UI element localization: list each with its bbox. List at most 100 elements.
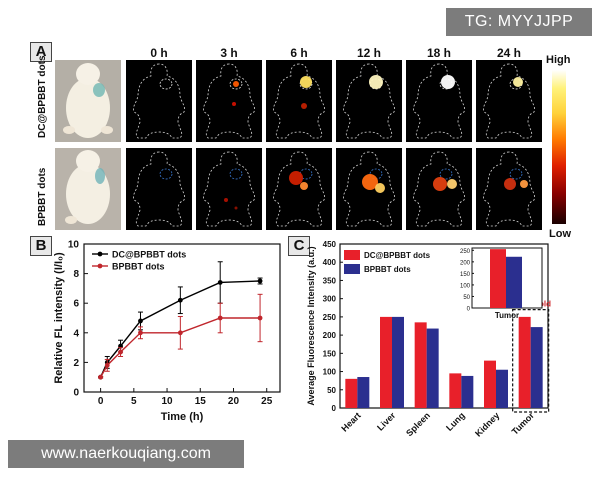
- x-tick-label: Heart: [339, 410, 362, 433]
- row-label-dc: DC@BPBBT dots: [37, 55, 48, 138]
- fl-image-r1-c2: [266, 148, 332, 230]
- x-tick-label: Kidney: [473, 410, 501, 438]
- inset-bar-1: [506, 256, 522, 308]
- panel-b-label: B: [30, 236, 52, 256]
- time-label-2: 6 h: [290, 46, 308, 60]
- data-point: [98, 374, 104, 380]
- y-tick-label: 10: [68, 240, 80, 251]
- bar-lung-1: [461, 375, 474, 408]
- x-tick-label: Spleen: [404, 410, 432, 438]
- data-point: [104, 362, 110, 368]
- line-chart: 0 2 4 6 8 10 0 5 10 15 20 25 Time (h) Relative FL int…: [53, 240, 281, 423]
- bar-heart-1: [357, 377, 370, 408]
- data-point: [118, 349, 123, 355]
- legend-label-0: DC@BPBBT dots: [364, 251, 431, 260]
- fl-image-r1-c1: [196, 148, 262, 230]
- y-tick-label: 350: [323, 276, 337, 285]
- fl-image-r0-c5: [476, 60, 542, 142]
- inset-y-tick-label: 100: [460, 283, 471, 289]
- bar-kidney-1: [496, 369, 508, 408]
- y-tick-label: 150: [323, 349, 337, 358]
- inset-y-tick-label: 0: [467, 307, 471, 313]
- y-tick-label: 2: [73, 358, 79, 369]
- y-tick-label: 50: [327, 386, 336, 395]
- fl-image-r0-c1: [196, 60, 262, 142]
- y-tick-label: 0: [73, 388, 79, 399]
- bar-liver-1: [392, 316, 404, 408]
- watermark-top: TG: MYYJJPP: [446, 8, 592, 36]
- row-label-bpbbt: BPBBT dots: [37, 167, 48, 226]
- time-label-0: 0 h: [150, 46, 168, 60]
- plot-frame: [339, 243, 549, 409]
- legend-label-1: BPBBT dots: [364, 265, 411, 274]
- data-point: [138, 318, 143, 324]
- y-tick-label: 450: [323, 240, 337, 249]
- inset-y-tick-label: 50: [463, 295, 470, 301]
- x-tick-label: 0: [98, 396, 104, 407]
- fl-image-r1-c4: [406, 148, 472, 230]
- y-tick-label: 100: [323, 368, 337, 377]
- legend-swatch-1: [344, 264, 360, 274]
- y-tick-label: 0: [332, 404, 337, 413]
- fl-image-r1-c3: [336, 148, 402, 230]
- fl-image-r0-c4: [406, 60, 472, 142]
- time-label-4: 18 h: [426, 46, 451, 60]
- fl-image-r0-c2: [266, 60, 332, 142]
- legend-marker-0: [97, 251, 103, 257]
- bar-liver-0: [380, 316, 392, 408]
- y-axis-label: Relative FL intensity (I/I₀): [53, 252, 65, 384]
- y-tick-label: 8: [73, 269, 79, 280]
- inset-y-tick-label: 250: [460, 249, 471, 255]
- bar-kidney-0: [484, 360, 496, 408]
- fl-image-r1-c0: [126, 148, 192, 230]
- y-axis-label: Average Fluorescence Intensity (a.u.): [306, 246, 316, 405]
- bar-lung-0: [449, 373, 462, 408]
- inset-y-tick-label: 150: [460, 272, 471, 278]
- bar-spleen-1: [426, 328, 439, 408]
- fl-image-r0-c0: [126, 60, 192, 142]
- data-point: [177, 330, 183, 336]
- legend-swatch-0: [344, 250, 360, 260]
- x-tick-label: 25: [261, 396, 273, 407]
- x-tick-label: 15: [195, 396, 207, 407]
- bar-tumor-1: [530, 327, 543, 408]
- data-point: [217, 315, 223, 321]
- mouse-photo-dc: [55, 60, 121, 142]
- time-label-5: 24 h: [496, 46, 521, 60]
- panel-c-label: C: [288, 236, 310, 256]
- legend-label-1: BPBBT dots: [112, 262, 165, 272]
- legend-marker-1: [97, 263, 103, 269]
- time-label-1: 3 h: [220, 46, 238, 60]
- inset-bar-0: [490, 249, 506, 308]
- y-tick-label: 400: [323, 258, 337, 267]
- data-point: [217, 280, 223, 285]
- bar-heart-0: [345, 378, 358, 408]
- bar-tumor-0: [518, 316, 531, 408]
- plot-frame: [83, 243, 281, 393]
- fl-image-r1-c5: [476, 148, 542, 230]
- time-label-3: 12 h: [356, 46, 381, 60]
- x-tick-label: Lung: [444, 410, 467, 433]
- colorbar-high-label: High: [546, 54, 571, 66]
- mouse-photo-bpbbt: [55, 148, 121, 230]
- y-tick-label: 300: [323, 295, 337, 304]
- y-tick-label: 200: [323, 331, 337, 340]
- colorbar: [552, 70, 566, 224]
- x-tick-label: 5: [131, 396, 137, 407]
- data-point: [257, 278, 263, 284]
- x-tick-label: Liver: [375, 410, 398, 433]
- x-tick-label: 10: [161, 396, 173, 407]
- legend-label-0: DC@BPBBT dots: [112, 250, 186, 260]
- data-point: [177, 297, 183, 303]
- y-tick-label: 6: [73, 299, 79, 310]
- data-point: [138, 330, 143, 336]
- bar-chart: 0 50 100 150 200 250 300 350 400 450 Average Fluor…: [306, 240, 551, 439]
- colorbar-low-label: Low: [549, 228, 571, 240]
- inset-y-tick-label: 200: [460, 260, 471, 266]
- y-tick-label: 250: [323, 313, 337, 322]
- x-axis-label: Time (h): [161, 411, 204, 423]
- panel-a-label: A: [30, 42, 52, 62]
- inset-x-label: Tumor: [495, 311, 519, 320]
- y-tick-label: 4: [73, 328, 79, 339]
- data-point: [257, 315, 263, 321]
